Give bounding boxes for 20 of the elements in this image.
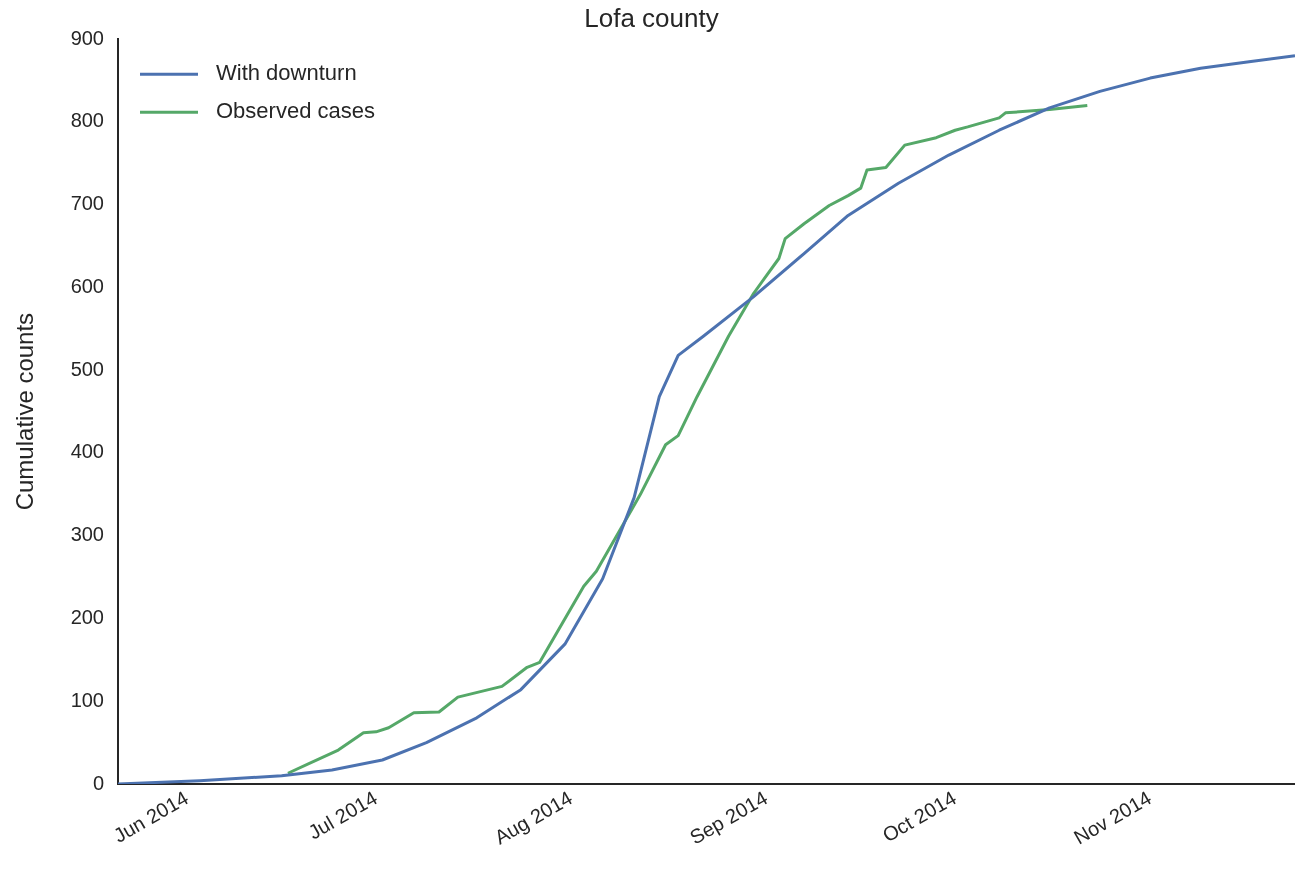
- y-tick-label: 200: [70, 606, 104, 628]
- y-tick-label: 700: [70, 192, 104, 215]
- chart-title: Lofa county: [584, 2, 719, 33]
- y-tick-label: 400: [70, 440, 104, 463]
- y-tick-label: 500: [70, 357, 104, 380]
- legend-label: With downturn: [216, 60, 357, 86]
- y-tick-label: 900: [70, 26, 104, 49]
- x-tick-label: Jun 2014: [109, 786, 192, 847]
- legend-label: Observed cases: [216, 98, 375, 124]
- y-tick-label: 800: [70, 109, 104, 132]
- x-tick-label: Sep 2014: [685, 786, 772, 849]
- x-tick-label: Oct 2014: [878, 786, 960, 847]
- y-tick-label: 300: [70, 523, 104, 546]
- x-tick-label: Nov 2014: [1069, 786, 1155, 849]
- x-tick-label: Aug 2014: [490, 786, 576, 849]
- y-tick-label: 600: [70, 274, 104, 297]
- y-tick-label: 100: [70, 688, 104, 711]
- y-axis-title: Cumulative counts: [11, 312, 39, 511]
- x-tick-label: Jul 2014: [304, 786, 381, 844]
- y-tick-label: 0: [92, 771, 104, 794]
